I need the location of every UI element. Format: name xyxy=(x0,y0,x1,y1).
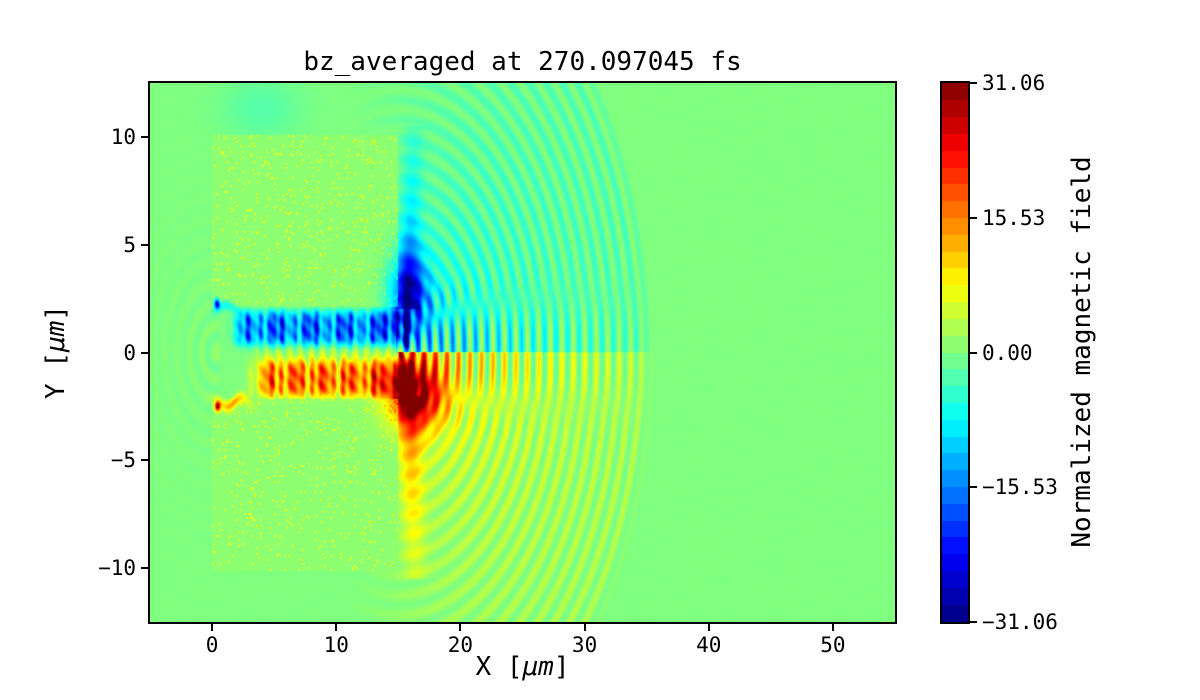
y-axis-label-unit: μm xyxy=(41,320,71,352)
x-tick-mark xyxy=(211,624,214,631)
y-tick-mark xyxy=(141,351,148,354)
colorbar-tick-mark xyxy=(970,486,977,489)
x-tick-label: 20 xyxy=(447,633,474,657)
colorbar-tick-label: 31.06 xyxy=(982,71,1046,95)
x-axis-label-unit: μm xyxy=(522,652,554,682)
y-tick-label: −10 xyxy=(98,556,136,581)
heatmap-canvas xyxy=(150,83,895,622)
colorbar-tick-mark xyxy=(970,621,977,623)
x-axis-label-post: ] xyxy=(553,652,570,682)
y-axis-label-post: ] xyxy=(41,305,71,321)
x-tick-mark xyxy=(335,624,338,631)
y-tick-label: 0 xyxy=(123,340,136,365)
x-tick-label: 30 xyxy=(571,633,598,657)
y-tick-label: 10 xyxy=(110,124,136,149)
colorbar-label: Normalized magnetic field xyxy=(1067,156,1097,548)
y-tick-mark xyxy=(141,567,148,570)
y-axis-label-pre: Y [ xyxy=(41,352,71,399)
y-axis-label: Y [μm] xyxy=(41,305,71,399)
colorbar-tick-mark xyxy=(970,216,977,219)
colorbar-tick-label: 15.53 xyxy=(982,205,1046,230)
colorbar-tick-mark xyxy=(970,351,977,354)
x-tick-mark xyxy=(459,624,462,631)
x-axis-label: X [μm] xyxy=(150,652,895,682)
colorbar-canvas xyxy=(942,83,968,622)
y-tick-mark xyxy=(141,459,148,462)
plot-title: bz_averaged at 270.097045 fs xyxy=(303,47,742,77)
x-tick-label: 10 xyxy=(323,633,349,657)
x-tick-mark xyxy=(831,624,834,631)
x-tick-label: 50 xyxy=(820,633,846,657)
x-tick-mark xyxy=(707,624,710,631)
y-tick-label: 5 xyxy=(123,232,136,257)
colorbar-tick-label: 0.00 xyxy=(982,340,1033,365)
x-axis-label-pre: X [ xyxy=(475,652,523,682)
y-tick-label: −5 xyxy=(110,448,136,473)
colorbar-tick-label: −31.06 xyxy=(982,610,1058,634)
colorbar-tick-label: −15.53 xyxy=(982,475,1058,500)
y-tick-mark xyxy=(141,135,148,138)
y-tick-mark xyxy=(141,243,148,246)
colorbar-tick-mark xyxy=(970,82,977,84)
x-tick-label: 0 xyxy=(205,633,219,657)
x-tick-label: 40 xyxy=(696,633,722,657)
x-tick-mark xyxy=(583,624,586,631)
